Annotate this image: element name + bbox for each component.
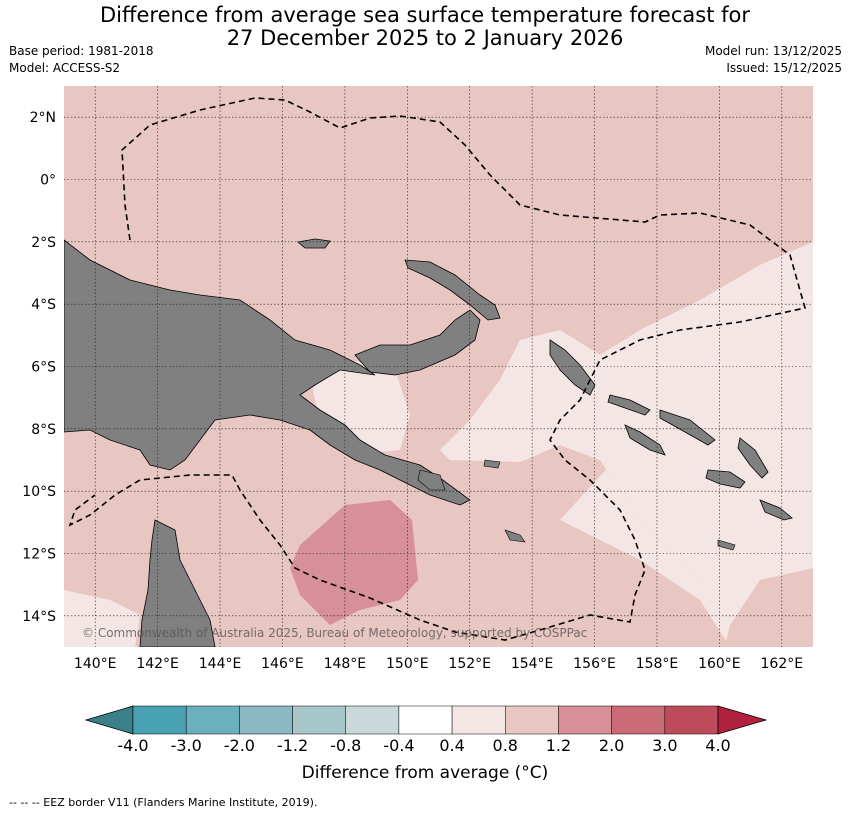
latitude-tick-label: 10°S [22, 484, 56, 500]
land-santa-isabel [659, 409, 716, 446]
colorbar-tick-label: 3.0 [652, 736, 677, 755]
colorbar-label: Difference from average (°C) [301, 763, 549, 783]
meta-right: Model run: 13/12/2025 Issued: 15/12/2025 [705, 43, 842, 77]
longitude-tick-label: 144°E [199, 656, 242, 672]
colorbar-tick-label: 0.4 [439, 736, 464, 755]
land-new-ireland [404, 259, 501, 321]
longitude-tick-label: 142°E [136, 656, 179, 672]
model-run: Model run: 13/12/2025 [704, 44, 842, 58]
land-new-britain [354, 309, 481, 376]
colorbar: -4.0 -3.0 -2.0 -1.2 -0.8 -0.4 0.4 0.8 1.2 2.0 3.0 4… [84, 705, 768, 755]
colorbar-box [558, 705, 612, 735]
latitude-tick-label: 2°N [30, 110, 56, 126]
longitude-tick-label: 148°E [324, 656, 367, 672]
colorbar-box [132, 705, 187, 735]
colorbar-tick-label: -2.0 [224, 736, 255, 755]
colorbar-box [664, 705, 719, 735]
longitude-tick-label: 156°E [573, 656, 616, 672]
land-guadalcanal [705, 469, 746, 489]
colorbar-extend-low [84, 705, 134, 735]
anomaly-field-0.4-0.8 [440, 242, 813, 600]
land-rennell [717, 539, 736, 551]
land-new-georgia [624, 424, 666, 456]
longitude-tick-label: 160°E [698, 656, 741, 672]
issued-date: Issued: 15/12/2025 [726, 61, 842, 75]
latitude-tick-label: 8°S [31, 422, 56, 438]
colorbar-tick-label: -0.4 [383, 736, 414, 755]
anomaly-field-1.2-2.0 [290, 500, 418, 625]
colorbar-tick-label: -1.2 [277, 736, 308, 755]
colorbar-tick-label: -4.0 [117, 736, 148, 755]
land-woodlark [483, 459, 501, 469]
chart-title: Difference from average sea surface temp… [0, 4, 850, 50]
latitude-tick-label: 2°S [31, 235, 56, 251]
meta-left: Base period: 1981-2018 Model: ACCESS-S2 [9, 43, 154, 77]
colorbar-box [505, 705, 559, 735]
base-period: Base period: 1981-2018 [9, 44, 154, 58]
colorbar-tick-label: -0.8 [330, 736, 361, 755]
land-bougainville [549, 339, 596, 396]
colorbar-box [398, 705, 453, 735]
longitude-tick-label: 152°E [448, 656, 491, 672]
longitude-tick-label: 154°E [511, 656, 554, 672]
colorbar-tick-label: -3.0 [171, 736, 202, 755]
colorbar-tick-label: 0.8 [493, 736, 518, 755]
longitude-tick-label: 162°E [761, 656, 804, 672]
latitude-tick-label: 6°S [31, 360, 56, 376]
eez-footnote: -- -- -- EEZ border V11 (Flanders Marine… [9, 796, 318, 809]
model-name: Model: ACCESS-S2 [9, 61, 121, 75]
longitude-tick-labels: 140°E 142°E 144°E 146°E 148°E 150°E 152°E 154°E… [74, 656, 803, 672]
anomaly-field-se [725, 568, 813, 647]
land-manus [297, 238, 331, 249]
longitude-tick-label: 146°E [261, 656, 304, 672]
land-cape-york [139, 519, 216, 647]
colorbar-box [451, 705, 506, 735]
anomaly-field-sw [64, 590, 140, 647]
land-rossel [504, 529, 526, 543]
colorbar-box [345, 705, 400, 735]
colorbar-tick-label: 1.2 [546, 736, 571, 755]
colorbar-box [239, 705, 293, 735]
copyright-notice: © Commonwealth of Australia 2025, Bureau… [82, 626, 587, 640]
colorbar-tick-label: 4.0 [705, 736, 730, 755]
latitude-tick-labels: 2°N 0° 2°S 4°S 6°S 8°S 10°S 12°S 14°S [22, 110, 56, 625]
land-malaita [737, 437, 769, 479]
colorbar-extend-high [717, 705, 768, 735]
land-choiseul [607, 394, 651, 416]
land-makira [759, 499, 793, 521]
longitude-tick-label: 150°E [386, 656, 429, 672]
longitude-tick-label: 140°E [74, 656, 117, 672]
colorbar-box [292, 705, 346, 735]
land-new-guinea [64, 239, 471, 506]
map-panel: © Commonwealth of Australia 2025, Bureau… [64, 86, 813, 647]
latitude-tick-label: 0° [40, 173, 56, 189]
graticule [64, 86, 813, 647]
colorbar-tick-label: 2.0 [599, 736, 624, 755]
latitude-tick-label: 4°S [31, 297, 56, 313]
longitude-tick-label: 158°E [636, 656, 679, 672]
colorbar-box [185, 705, 240, 735]
title-line-1: Difference from average sea surface temp… [100, 3, 750, 27]
land-islands-milne [417, 469, 446, 491]
colorbar-box [611, 705, 666, 735]
latitude-tick-label: 12°S [22, 547, 56, 563]
title-line-2: 27 December 2025 to 2 January 2026 [226, 26, 624, 50]
latitude-tick-label: 14°S [22, 609, 56, 625]
eez-borders [68, 97, 807, 641]
